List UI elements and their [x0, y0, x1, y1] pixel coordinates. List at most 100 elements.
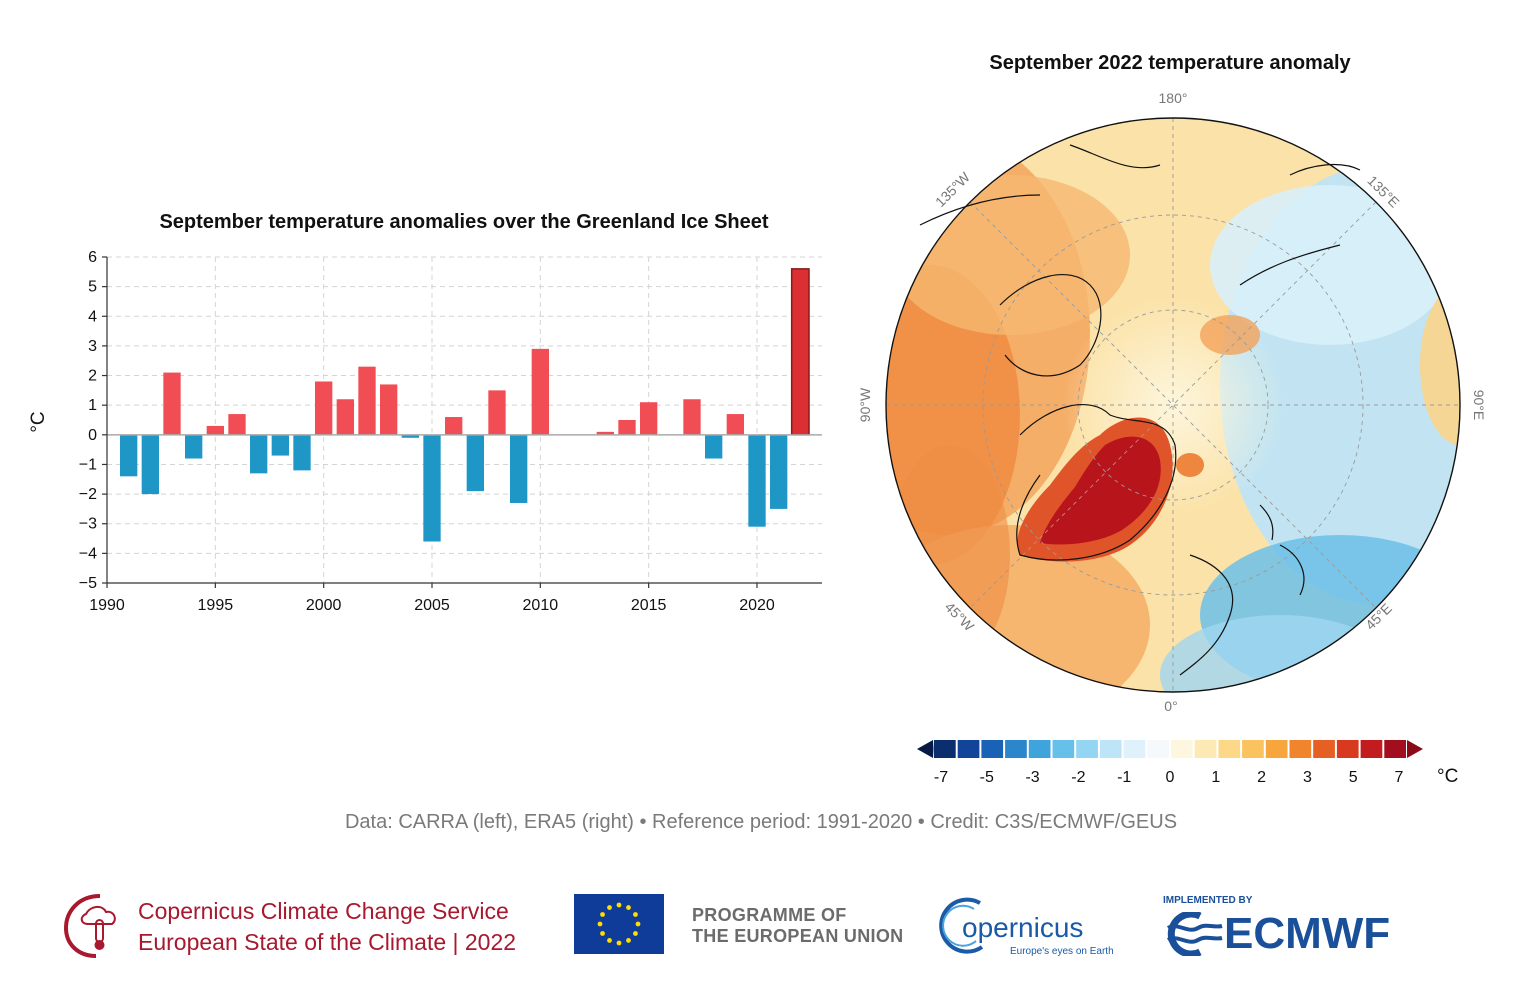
x-tick-label: 1990: [89, 597, 125, 614]
bar-1999: [293, 434, 311, 471]
y-tick-label: −2: [79, 486, 97, 503]
c3s-subtitle: European State of the Climate | 2022: [138, 929, 517, 955]
map-coastlines: [919, 144, 1361, 676]
colorbar-cell: [1052, 740, 1075, 758]
copernicus-c-icon: [939, 897, 984, 954]
x-tick-label: 2000: [306, 597, 342, 614]
colorbar-cell: [934, 740, 956, 758]
colorbar-cell: [1265, 740, 1288, 758]
bar-1991: [120, 434, 138, 477]
colorbar-tick-label: -2: [1071, 769, 1085, 786]
eu-programme-line2: THE EUROPEAN UNION: [692, 926, 904, 946]
x-tick-label: 2015: [631, 597, 667, 614]
colorbar-cell: [1005, 740, 1027, 758]
colorbar-unit: °C: [1437, 766, 1458, 787]
bar-chart-axes: [102, 256, 822, 588]
bar-2017: [683, 399, 701, 435]
x-tick-label: 1995: [198, 597, 234, 614]
bar-2021: [770, 434, 788, 509]
bar-2000: [315, 381, 333, 435]
y-tick-label: −5: [79, 575, 97, 592]
eu-star: [616, 940, 622, 946]
colorbar-cell: [1360, 740, 1383, 758]
y-tick-label: −3: [79, 516, 97, 533]
bar-chart-ylabel: °C: [28, 411, 49, 432]
colorbar-cell: [1028, 740, 1051, 758]
bar-2005: [423, 434, 441, 542]
bar-2020: [748, 434, 766, 527]
x-tick-label: 2005: [414, 597, 450, 614]
map-title: September 2022 temperature anomaly: [989, 52, 1351, 74]
colorbar-tick-label: -3: [1025, 769, 1039, 786]
bar-2015: [640, 402, 658, 435]
y-tick-label: 4: [88, 308, 97, 325]
eu-star: [607, 938, 612, 943]
copernicus-wordmark: opernicus: [962, 912, 1084, 943]
colorbar-cell: [1242, 740, 1264, 758]
data-credits: Data: CARRA (left), ERA5 (right) • Refer…: [344, 811, 1178, 833]
lon-label-180: 180°: [1159, 90, 1188, 106]
bar-2004: [401, 434, 419, 438]
bar-2022: [790, 268, 810, 436]
bar-chart-title: September temperature anomalies over the…: [159, 211, 768, 233]
colorbar-cell: [1171, 740, 1193, 758]
bar-2013: [596, 431, 614, 435]
colorbar-cell: [1194, 740, 1217, 758]
y-tick-label: −1: [79, 456, 97, 473]
lon-label-135w: 135°W: [932, 168, 974, 210]
colorbar-cell: [1384, 740, 1406, 758]
y-tick-label: 1: [88, 397, 97, 414]
x-tick-label: 2020: [739, 597, 775, 614]
bar-chart-y-ticks: 6 5 4 3 2 1 0 −1 −2 −3 −4 −5: [79, 249, 97, 592]
bar-chart-grid: [106, 256, 822, 584]
bar-1997: [250, 434, 268, 474]
eu-star: [626, 905, 631, 910]
ecmwf-wordmark: ECMWF: [1224, 909, 1391, 958]
bar-2008: [488, 390, 506, 435]
y-tick-label: 0: [88, 427, 97, 444]
bar-2002: [358, 366, 376, 435]
colorbar-tick-label: 2: [1257, 769, 1266, 786]
lon-label-90e: 90°E: [1471, 390, 1487, 421]
polar-anomaly-map: 180° 135°E 90°E 45°E 0° 45°W 90°W 135°W: [860, 90, 1487, 714]
bar-1998: [271, 434, 289, 456]
y-tick-label: 5: [88, 279, 97, 296]
bar-chart-bars: [120, 268, 810, 542]
colorbar-cell: [1147, 740, 1169, 758]
colorbar-cell: [1336, 740, 1359, 758]
eu-star: [633, 912, 638, 917]
map-border: [885, 117, 1461, 693]
colorbar-cell: [981, 740, 1004, 758]
colorbar-under-arrow: [917, 740, 933, 758]
bar-1992: [141, 434, 159, 495]
bar-2007: [466, 434, 484, 492]
copernicus-tagline: Europe's eyes on Earth: [1010, 946, 1114, 957]
colorbar-over-arrow: [1407, 740, 1423, 758]
bar-2019: [726, 414, 744, 435]
bar-2014: [618, 420, 636, 435]
bar-2001: [336, 399, 354, 435]
colorbar-cell: [1313, 740, 1335, 758]
bar-2003: [380, 384, 398, 435]
y-tick-label: −4: [79, 545, 97, 562]
colorbar-labels: -7 -5 -3 -2 -1 0 1 2 3 5 7: [934, 769, 1404, 786]
ecmwf-wave-icon: [1166, 912, 1223, 956]
eu-star: [635, 921, 641, 927]
colorbar-tick-label: 5: [1349, 769, 1358, 786]
colorbar-cell: [1076, 740, 1098, 758]
colorbar-tick-label: 1: [1211, 769, 1220, 786]
eu-star: [600, 912, 605, 917]
colorbar-tick-label: -1: [1117, 769, 1131, 786]
eu-programme-line1: PROGRAMME OF: [692, 905, 847, 925]
colorbar-tick-label: -5: [980, 769, 994, 786]
eu-star: [597, 921, 603, 927]
colorbar-tick-label: 7: [1395, 769, 1404, 786]
bar-1994: [185, 434, 203, 459]
colorbar-cell: [1099, 740, 1122, 758]
eu-star: [607, 905, 612, 910]
bar-1993: [163, 372, 181, 435]
ecmwf-implemented-by: IMPLEMENTED BY: [1163, 895, 1253, 906]
bar-2010: [531, 348, 549, 435]
colorbar-cell: [957, 740, 980, 758]
colorbar-cell: [1123, 740, 1146, 758]
